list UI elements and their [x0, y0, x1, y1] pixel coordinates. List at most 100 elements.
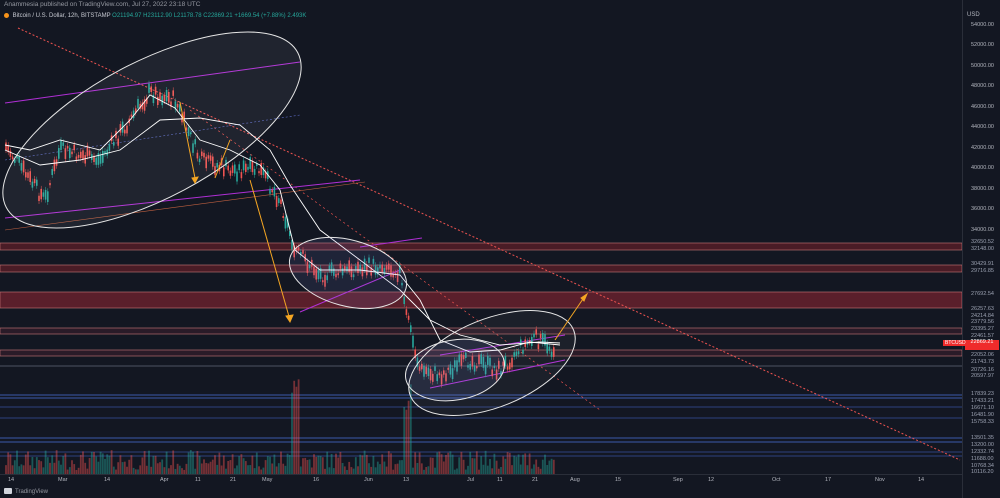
arrows[interactable] [179, 101, 589, 341]
candle-body [293, 245, 295, 258]
candle-body [418, 366, 421, 371]
volume-bar [60, 464, 62, 474]
candle-body [229, 170, 232, 176]
candle-body [425, 366, 427, 375]
volume-bar [255, 452, 258, 474]
candle-body [509, 362, 511, 370]
candle-body [132, 110, 135, 119]
volume-bar [27, 451, 29, 474]
candle-body [392, 273, 394, 278]
candle-body [511, 357, 513, 368]
time-label: 11 [195, 477, 201, 483]
candle-body [381, 264, 383, 272]
candle-body [533, 333, 535, 338]
candle-body [154, 86, 157, 95]
last-price-badge: 22869.21 [965, 339, 999, 350]
candle-body [253, 168, 256, 175]
candle-body [275, 195, 278, 207]
candle-body [187, 127, 190, 137]
volume-bar [302, 458, 304, 474]
candle-body [379, 264, 381, 269]
candle-body [542, 333, 544, 344]
volume-bar [401, 460, 403, 474]
volume-bar [500, 466, 502, 474]
candle-body [478, 354, 480, 365]
candle-body [491, 369, 493, 377]
volume-bar [167, 468, 170, 474]
candle-body [104, 151, 106, 154]
channels[interactable] [4, 61, 566, 389]
volume-bar [211, 459, 214, 474]
candle-body [209, 155, 212, 161]
candle-body [198, 158, 201, 163]
volume-bar [530, 468, 533, 474]
candle-body [269, 188, 271, 194]
volume-bar [337, 457, 340, 474]
volume-bar [156, 463, 159, 474]
volume-bar [506, 452, 509, 474]
volume-bar [480, 456, 483, 474]
price-level-label: 13200.00 [971, 442, 994, 448]
volume-bar [317, 455, 320, 474]
candle-body [544, 334, 546, 346]
candle-body [469, 363, 471, 370]
price-level-label: 32148.00 [971, 246, 994, 252]
candle-body [49, 182, 51, 186]
time-axis[interactable]: 14 Mar 14 Apr 11 21 May 16 Jun 13 Jul 11 21 Aug 15 Sep 1… [0, 474, 962, 487]
price-chart[interactable] [0, 0, 962, 474]
candle-body [20, 163, 23, 171]
volume-bar [13, 460, 16, 474]
candle-body [93, 155, 95, 163]
volume-bar [66, 469, 69, 474]
ellipses[interactable] [0, 0, 590, 437]
candle-body [383, 268, 386, 275]
candle-body [88, 150, 91, 156]
candle-body [278, 198, 280, 204]
candle-body [40, 188, 42, 200]
volume-bar [449, 451, 452, 474]
candle-body [143, 99, 146, 111]
volume-bar [269, 456, 271, 474]
candle-body [77, 154, 80, 158]
volume-bar [130, 455, 133, 474]
volume-bar [293, 380, 296, 474]
candle-body [291, 239, 293, 250]
volume-bar [101, 453, 104, 474]
candle-body [306, 261, 309, 273]
candle-body [130, 114, 133, 117]
price-grid-label: 48000.00 [971, 83, 994, 89]
volume-bar [247, 465, 249, 474]
volume-bar [374, 467, 377, 474]
price-axis[interactable]: USD 54000.00 52000.00 50000.00 48000.00 4600… [943, 0, 1000, 498]
volume-bar [409, 384, 412, 474]
volume-bar [205, 462, 208, 474]
candle-body [27, 172, 29, 178]
volume-bar [319, 455, 322, 474]
symbol-legend[interactable]: Bitcoin / U.S. Dollar, 12h, BITSTAMP O21… [4, 11, 306, 21]
volume-bar [99, 451, 102, 474]
time-label: 12 [708, 477, 715, 483]
candle-body [454, 360, 456, 368]
candle-body [273, 186, 276, 197]
candle-body [256, 163, 258, 166]
volume-bar [55, 450, 58, 474]
tradingview-logo-icon [4, 488, 12, 495]
price-grid-label: 52000.00 [971, 42, 994, 48]
candle-body [165, 89, 168, 102]
candle-body [302, 250, 304, 254]
volume-bar [541, 459, 544, 474]
candle-body [357, 261, 359, 273]
candle-body [9, 150, 12, 157]
volume-bar [456, 468, 458, 474]
volume-bar [115, 469, 117, 474]
candle-body [135, 108, 137, 113]
candle-body [394, 272, 397, 276]
candle-body [124, 129, 126, 134]
volume-bar [387, 451, 390, 474]
long-trendline[interactable] [17, 27, 961, 461]
volume-bar [49, 462, 51, 474]
candle-body [434, 366, 436, 371]
volume-bar [552, 459, 555, 474]
time-label: 14 [918, 477, 925, 483]
candle-body [537, 344, 540, 350]
